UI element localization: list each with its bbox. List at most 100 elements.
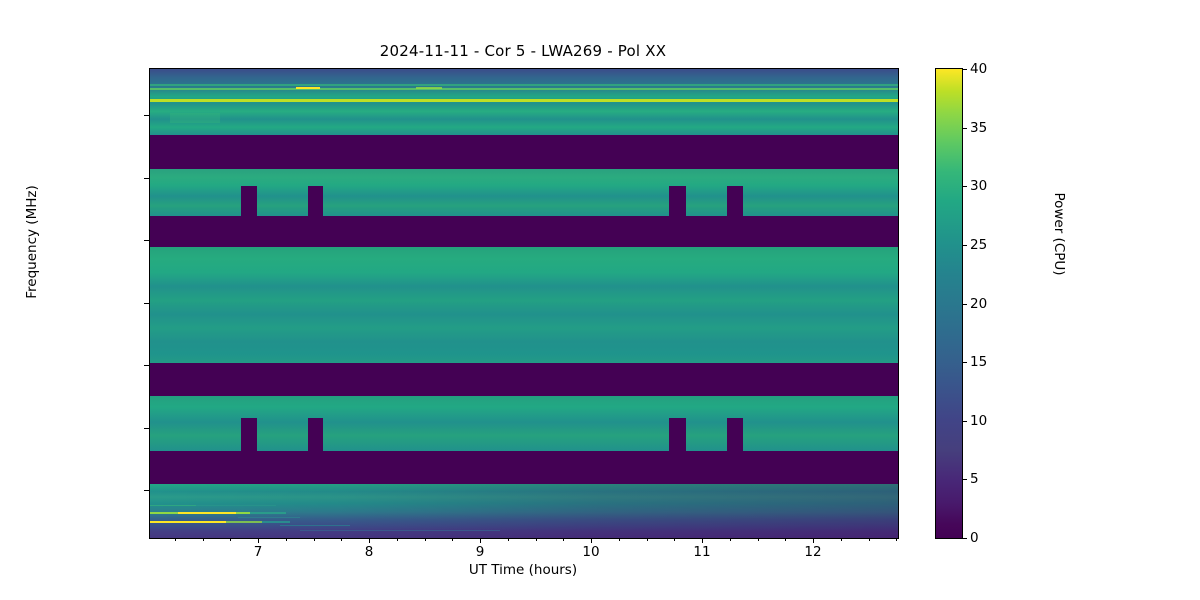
x-tick-minor (286, 538, 288, 541)
x-tick-10 (591, 538, 593, 543)
x-tick-minor (397, 538, 399, 541)
x-tick-minor (175, 538, 177, 541)
x-tick-minor (758, 538, 760, 541)
x-tick-minor (785, 538, 787, 541)
outage-notch-1-upper (241, 186, 257, 216)
x-axis: 7 8 9 10 11 12 (149, 538, 898, 560)
heatmap-band-bottom (150, 484, 898, 538)
cbar-tick-5 (963, 479, 967, 481)
x-tick-label-7: 7 (253, 544, 263, 560)
rfi-lowband-7 (238, 517, 300, 519)
rfi-lowband-4 (226, 521, 262, 523)
heatmap-band-4 (150, 396, 898, 451)
rfi-burst-8-5 (416, 87, 442, 89)
heatmap-band-2 (150, 169, 898, 216)
x-axis-label: UT Time (hours) (468, 562, 578, 578)
rfi-lowband-5 (250, 512, 286, 514)
x-tick-label-9: 9 (475, 544, 485, 560)
y-tick-30 (144, 428, 149, 430)
cbar-label-35: 35 (970, 120, 988, 136)
cbar-tick-0 (963, 538, 967, 540)
rfi-lowband-9 (300, 530, 500, 532)
cbar-label-40: 40 (970, 61, 988, 77)
x-tick-minor (619, 538, 621, 541)
outage-notch-4-lower (727, 418, 743, 451)
outage-notch-3-lower (669, 418, 686, 451)
page-title: 2024-11-11 - Cor 5 - LWA269 - Pol XX (379, 42, 667, 60)
outage-notch-1-lower (241, 418, 257, 451)
masked-band-4 (150, 451, 898, 484)
x-tick-minor (425, 538, 427, 541)
cbar-tick-10 (963, 421, 967, 423)
cbar-label-25: 25 (970, 237, 988, 253)
rfi-line-84-5 (150, 88, 898, 90)
x-tick-minor (841, 538, 843, 541)
x-tick-minor (203, 538, 205, 541)
y-tick-60 (144, 240, 149, 242)
y-tick-50 (144, 303, 149, 305)
cbar-tick-40 (963, 69, 967, 71)
rfi-faint-patch-top (170, 113, 220, 123)
cbar-label-15: 15 (970, 354, 988, 370)
masked-band-2 (150, 216, 898, 247)
outage-notch-2-lower (308, 418, 323, 451)
x-tick-minor (452, 538, 454, 541)
outage-notch-2-upper (308, 186, 323, 216)
x-tick-minor (563, 538, 565, 541)
x-tick-minor (674, 538, 676, 541)
heatmap-band-3 (150, 247, 898, 363)
x-tick-minor (869, 538, 871, 541)
x-tick-label-10: 10 (582, 544, 600, 560)
rfi-lowband-11 (196, 505, 276, 507)
cbar-tick-25 (963, 245, 967, 247)
x-tick-minor (730, 538, 732, 541)
colorbar-label: Power (CPU) (1051, 192, 1067, 276)
x-tick-minor (536, 538, 538, 541)
rfi-burst-7-4 (296, 87, 320, 89)
x-tick-minor (896, 538, 898, 541)
masked-band-3 (150, 363, 898, 396)
cbar-label-30: 30 (970, 178, 988, 194)
x-tick-label-12: 12 (804, 544, 822, 560)
rfi-line-85-2 (150, 84, 898, 86)
heatmap-band-top (150, 69, 898, 135)
cbar-tick-15 (963, 362, 967, 364)
x-tick-minor (508, 538, 510, 541)
rfi-lowband-3 (150, 521, 226, 523)
x-tick-minor (341, 538, 343, 541)
cbar-label-20: 20 (970, 296, 988, 312)
x-tick-minor (647, 538, 649, 541)
cbar-tick-20 (963, 304, 967, 306)
outage-notch-4-upper (727, 186, 743, 216)
x-tick-9 (480, 538, 482, 543)
y-tick-80 (144, 115, 149, 117)
rfi-lowband-10 (150, 505, 196, 507)
x-tick-label-11: 11 (693, 544, 711, 560)
rfi-lowband-8 (280, 525, 350, 527)
y-tick-70 (144, 178, 149, 180)
spectrogram-image (150, 69, 898, 538)
outage-notch-3-upper (669, 186, 686, 216)
x-tick-11 (702, 538, 704, 543)
bottom-band-time-gradient (150, 484, 898, 538)
masked-band-1 (150, 135, 898, 169)
colorbar[interactable]: 0 5 10 15 20 25 30 35 40 (935, 61, 987, 546)
cbar-tick-30 (963, 186, 967, 188)
rfi-line-82-6 (150, 99, 898, 102)
rfi-lowband-6 (262, 521, 290, 523)
x-tick-label-8: 8 (364, 544, 374, 560)
cbar-label-0: 0 (970, 530, 979, 546)
spectrogram-axes[interactable] (149, 68, 899, 539)
x-tick-8 (369, 538, 371, 543)
cbar-tick-35 (963, 128, 967, 130)
cbar-label-5: 5 (970, 471, 979, 487)
x-tick-12 (813, 538, 815, 543)
cbar-label-10: 10 (970, 413, 988, 429)
x-tick-minor (230, 538, 232, 541)
x-tick-7 (258, 538, 260, 543)
y-axis-label: Frequency (MHz) (24, 185, 40, 299)
y-tick-40 (144, 365, 149, 367)
y-tick-20 (144, 490, 149, 492)
rfi-lowband-2 (178, 512, 236, 514)
